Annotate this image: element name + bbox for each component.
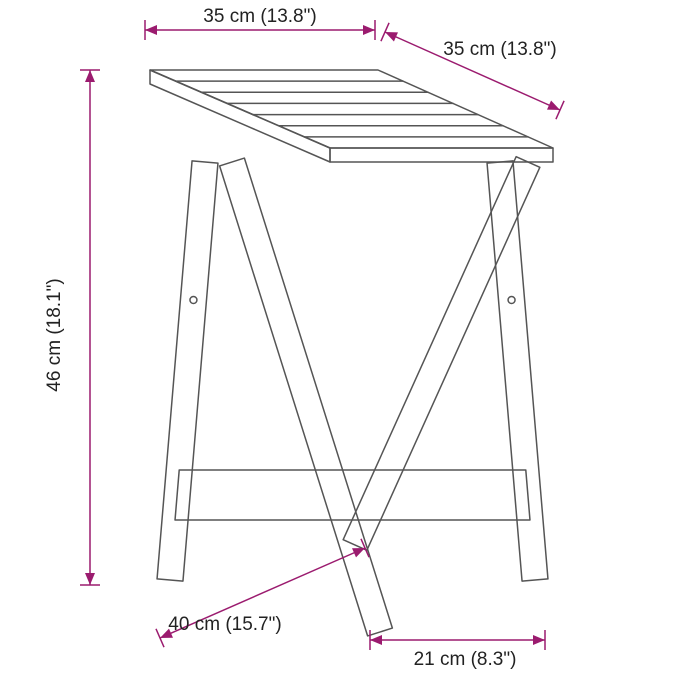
dim-base-depth-label: 40 cm (15.7") (168, 614, 281, 635)
dim-height-label: 46 cm (18.1") (44, 278, 65, 391)
dimension-diagram: 35 cm (13.8") 35 cm (13.8") 46 cm (18.1"… (0, 0, 700, 700)
product-drawing (150, 70, 553, 636)
dim-top-width-label: 35 cm (13.8") (203, 6, 316, 27)
dim-top-depth-label: 35 cm (13.8") (443, 39, 556, 60)
dim-base-width-label: 21 cm (8.3") (414, 649, 517, 670)
